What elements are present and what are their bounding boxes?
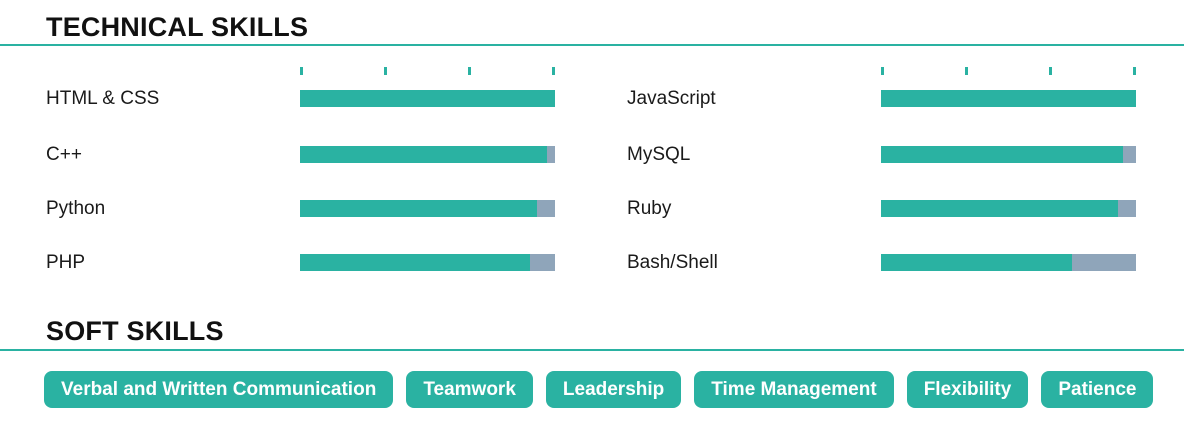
skill-bar-fill <box>300 254 530 271</box>
soft-section-rule <box>0 349 1184 351</box>
soft-skill-tag[interactable]: Leadership <box>545 371 682 408</box>
skill-label: PHP <box>46 251 86 273</box>
scale-tick <box>1133 67 1136 75</box>
skill-bar-track <box>300 200 555 217</box>
soft-skill-tag[interactable]: Patience <box>1041 371 1154 408</box>
soft-skill-tag[interactable]: Verbal and Written Communication <box>44 371 394 408</box>
scale-tick <box>1049 67 1052 75</box>
scale-tick <box>881 67 884 75</box>
skill-label: Python <box>46 197 106 219</box>
skill-label: MySQL <box>627 143 691 165</box>
scale-tick <box>468 67 471 75</box>
skill-scale-ticks-right <box>881 67 1136 75</box>
skill-bar-fill <box>881 90 1136 107</box>
skill-label: JavaScript <box>627 87 716 109</box>
skill-bar-track <box>881 90 1136 107</box>
skill-bar-track <box>300 146 555 163</box>
scale-tick <box>964 67 968 75</box>
skill-bar-fill <box>300 90 555 107</box>
skill-scale-ticks-left <box>300 67 555 75</box>
soft-skills-title: SOFT SKILLS <box>46 316 224 346</box>
technical-skills-title: TECHNICAL SKILLS <box>46 12 309 42</box>
skill-bar-fill <box>881 146 1124 163</box>
skill-bar-track <box>881 254 1136 271</box>
scale-tick <box>383 67 387 75</box>
skill-label: Ruby <box>627 197 672 219</box>
skill-label: Bash/Shell <box>627 251 718 273</box>
skill-bar-track <box>300 254 555 271</box>
soft-skill-tag[interactable]: Teamwork <box>406 371 533 408</box>
skill-bar-track <box>881 200 1136 217</box>
skill-bar-track <box>881 146 1136 163</box>
skill-bar-fill <box>300 146 548 163</box>
scale-tick <box>552 67 555 75</box>
soft-skill-tag-list: Verbal and Written Communication Teamwor… <box>44 371 1154 408</box>
skill-bar-fill <box>881 200 1119 217</box>
skill-label: HTML & CSS <box>46 87 160 109</box>
technical-section-rule <box>0 44 1184 46</box>
skill-bar-fill <box>881 254 1073 271</box>
soft-skill-tag[interactable]: Flexibility <box>906 371 1029 408</box>
skill-bar-track <box>300 90 555 107</box>
skill-bar-fill <box>300 200 538 217</box>
scale-tick <box>300 67 303 75</box>
soft-skill-tag[interactable]: Time Management <box>694 371 894 408</box>
skill-label: C++ <box>46 143 82 165</box>
